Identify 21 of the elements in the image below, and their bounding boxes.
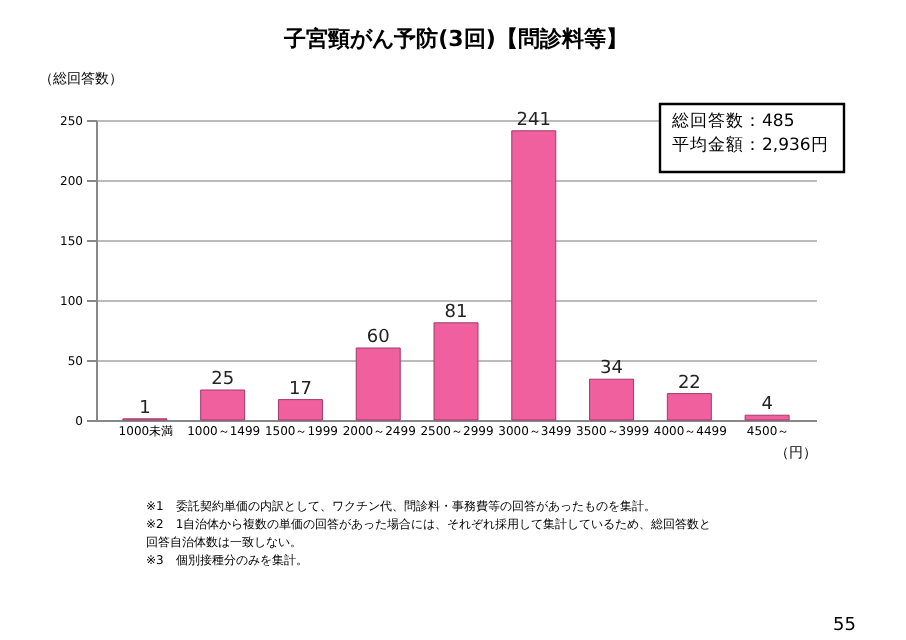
- data-label: 1: [139, 398, 151, 419]
- bar: [589, 378, 635, 421]
- data-label: 34: [600, 359, 624, 380]
- data-label: 81: [444, 302, 468, 323]
- data-label: 4: [761, 395, 774, 416]
- data-label: 17: [288, 379, 312, 400]
- bar: [200, 389, 246, 421]
- bar: [666, 393, 712, 421]
- bar: [744, 414, 790, 421]
- data-label: 25: [211, 370, 235, 390]
- bar: [355, 347, 401, 421]
- data-label: 241: [516, 110, 551, 131]
- data-label: 22: [677, 373, 701, 394]
- text: 55: [833, 616, 856, 636]
- bar: [511, 130, 557, 421]
- annotation: 平均金額：2,936円: [672, 134, 829, 156]
- data-label: 60: [366, 328, 391, 348]
- chart-title: 子宮頸がん予防(3回)【問診料等】: [282, 26, 628, 52]
- bar: [277, 399, 323, 421]
- annotation: 総回答数：485: [670, 110, 795, 132]
- bar: [433, 322, 479, 421]
